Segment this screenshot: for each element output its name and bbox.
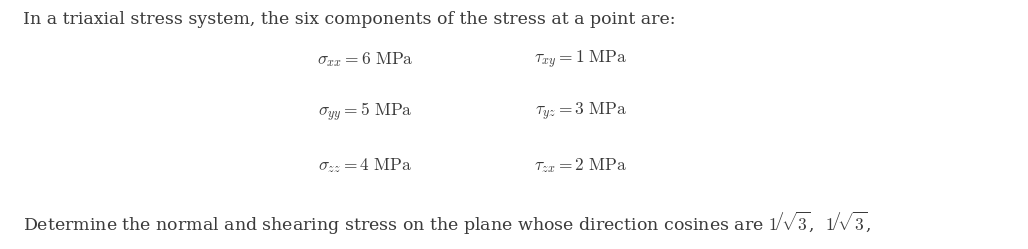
Text: $\tau_{zx} = 2\ \mathrm{MPa}$: $\tau_{zx} = 2\ \mathrm{MPa}$ bbox=[535, 156, 627, 175]
Text: $\sigma_{yy} = 5\ \mathrm{MPa}$: $\sigma_{yy} = 5\ \mathrm{MPa}$ bbox=[318, 101, 412, 124]
Text: $\tau_{yz} = 3\ \mathrm{MPa}$: $\tau_{yz} = 3\ \mathrm{MPa}$ bbox=[535, 101, 627, 123]
Text: Determine the normal and shearing stress on the plane whose direction cosines ar: Determine the normal and shearing stress… bbox=[23, 210, 871, 238]
Text: $\sigma_{zz} = 4\ \mathrm{MPa}$: $\sigma_{zz} = 4\ \mathrm{MPa}$ bbox=[318, 156, 412, 175]
Text: In a triaxial stress system, the six components of the stress at a point are:: In a triaxial stress system, the six com… bbox=[23, 11, 675, 28]
Text: $\sigma_{xx} = 6\ \mathrm{MPa}$: $\sigma_{xx} = 6\ \mathrm{MPa}$ bbox=[317, 50, 413, 69]
Text: $\tau_{xy} = 1\ \mathrm{MPa}$: $\tau_{xy} = 1\ \mathrm{MPa}$ bbox=[535, 49, 627, 71]
